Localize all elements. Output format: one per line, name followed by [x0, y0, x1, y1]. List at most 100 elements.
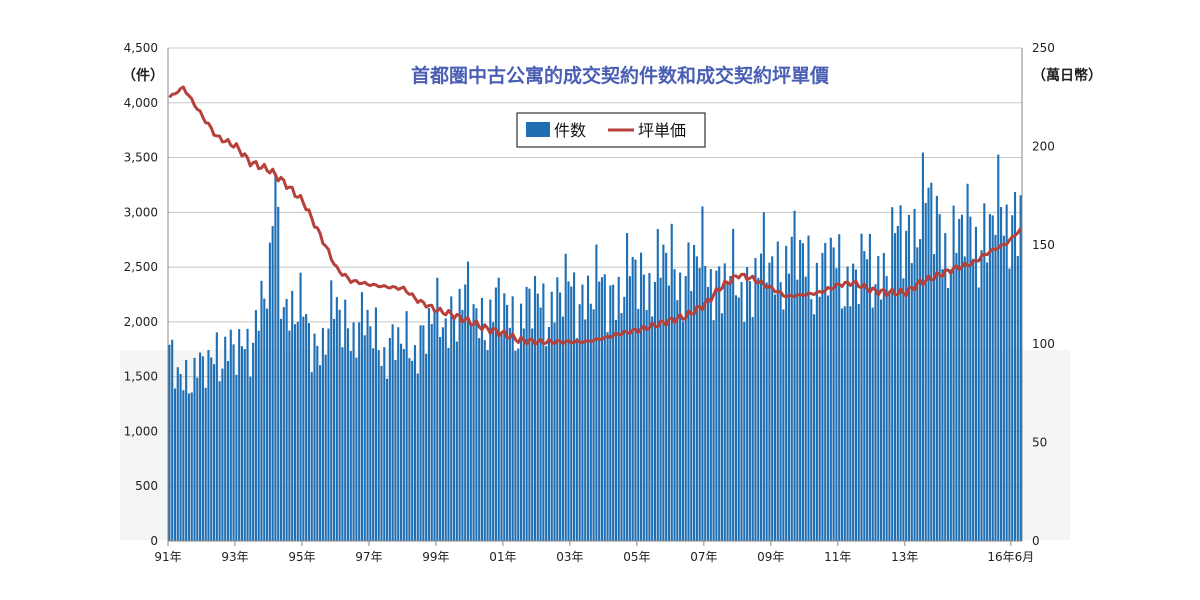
bar: [592, 309, 595, 541]
bar: [863, 251, 866, 541]
bar: [201, 356, 204, 541]
bar: [720, 313, 724, 541]
bar: [517, 348, 520, 541]
bar: [662, 244, 665, 542]
bar: [626, 233, 629, 541]
bar: [589, 303, 592, 541]
left-tick-label: 2,000: [124, 315, 158, 329]
bar: [182, 390, 185, 541]
bar: [843, 306, 846, 541]
x-tick-label: 09年: [757, 550, 784, 564]
bar: [215, 332, 218, 541]
bar: [319, 365, 322, 541]
bar: [533, 276, 537, 541]
bar: [397, 327, 400, 541]
bar: [826, 295, 830, 541]
bar: [958, 218, 961, 541]
x-tick-label: 05年: [623, 550, 650, 564]
bar: [673, 269, 676, 541]
bar: [927, 187, 930, 541]
legend-swatch-件数: [526, 122, 550, 137]
bar: [598, 281, 601, 541]
bar: [746, 266, 749, 541]
bar: [226, 361, 230, 541]
bar: [575, 338, 578, 541]
x-tick-label: 99年: [422, 550, 449, 564]
left-tick-label: 2,500: [124, 260, 158, 274]
bar: [207, 350, 210, 541]
bar: [642, 274, 645, 541]
bar: [305, 314, 308, 541]
bar: [659, 277, 662, 541]
bar: [997, 154, 1000, 541]
bar: [430, 324, 433, 541]
bar: [623, 296, 626, 541]
bar: [321, 327, 324, 541]
bar: [266, 308, 269, 541]
bar: [960, 214, 964, 541]
bar: [882, 253, 885, 541]
bar: [391, 324, 394, 541]
bar: [1000, 207, 1003, 541]
bar: [469, 325, 472, 541]
bar: [687, 242, 690, 541]
bar: [494, 287, 497, 541]
bar: [190, 392, 193, 541]
bar: [782, 309, 785, 541]
bar: [1013, 191, 1017, 542]
bar: [871, 307, 874, 541]
bar: [310, 372, 313, 541]
bar: [355, 357, 358, 541]
bar: [257, 330, 260, 541]
bar: [1011, 215, 1014, 541]
bar: [405, 311, 408, 541]
bar: [386, 378, 389, 541]
bar: [980, 250, 983, 541]
bar: [531, 328, 534, 541]
bar: [508, 327, 511, 541]
bar: [946, 288, 950, 541]
bar: [944, 233, 947, 541]
bar: [489, 299, 492, 541]
bar: [656, 229, 659, 542]
bar: [545, 346, 548, 541]
bar: [776, 241, 779, 542]
bar: [779, 282, 782, 541]
bar: [1008, 268, 1011, 541]
bar: [874, 284, 877, 541]
bar: [483, 340, 486, 541]
bar: [648, 273, 651, 541]
bar: [706, 286, 710, 541]
bar: [450, 296, 453, 541]
bar: [785, 245, 788, 541]
bar: [547, 327, 551, 541]
bar: [670, 223, 673, 542]
bar: [838, 234, 841, 542]
bar: [849, 306, 852, 541]
bar: [815, 262, 818, 541]
bar: [938, 214, 941, 541]
bar: [550, 291, 553, 541]
line-series-坪単価: [168, 85, 1022, 346]
bar: [651, 316, 654, 541]
bar: [860, 233, 863, 541]
bar: [740, 282, 743, 541]
bar: [413, 345, 417, 541]
bar: [807, 235, 810, 541]
bar: [801, 243, 804, 542]
bar: [974, 226, 978, 541]
left-tick-label: 500: [135, 479, 158, 493]
bar: [723, 263, 726, 541]
bar: [606, 332, 609, 541]
bar: [210, 357, 213, 541]
bar: [709, 269, 712, 541]
bar: [416, 373, 419, 541]
bar: [743, 321, 746, 541]
bar: [268, 242, 271, 541]
bar: [695, 256, 698, 541]
bar: [701, 206, 704, 541]
bar: [930, 182, 933, 541]
bar: [704, 265, 707, 541]
bar: [910, 263, 913, 541]
